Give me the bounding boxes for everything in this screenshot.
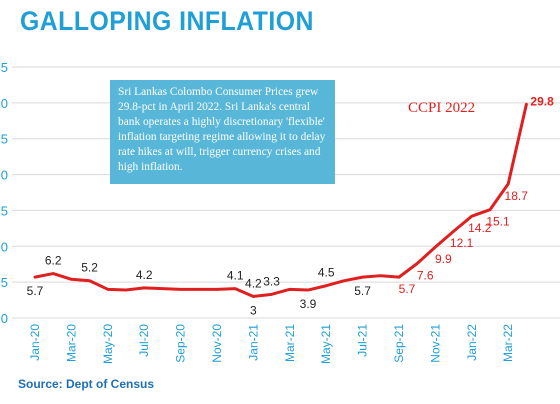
y-tick-label: 35: [0, 60, 8, 75]
page-title: GALLOPING INFLATION: [20, 6, 314, 36]
data-label: 4.2: [245, 276, 262, 290]
x-tick-label: May-20: [101, 324, 115, 364]
data-label: 5.7: [354, 284, 371, 298]
y-tick-label: 15: [0, 203, 8, 218]
data-label: 6.2: [45, 254, 62, 268]
data-label: 29.8: [530, 94, 554, 108]
x-tick-label: Mar-20: [64, 324, 78, 362]
data-label: 5.7: [399, 282, 416, 296]
y-tick-label: 10: [0, 239, 8, 254]
data-label: 3.3: [263, 274, 280, 288]
data-label: 5.7: [27, 284, 44, 298]
x-tick-label: Jan-22: [465, 324, 479, 361]
data-label: 12.1: [450, 236, 474, 250]
data-label: 5.2: [81, 261, 98, 275]
series-lines: [33, 102, 528, 298]
y-tick-label: 30: [0, 96, 8, 111]
data-label: 14.2: [468, 221, 492, 235]
y-tick-label: 5: [1, 275, 8, 290]
x-tick-label: Jan-21: [246, 324, 260, 361]
x-tick-label: Mar-21: [283, 324, 297, 362]
x-tick-label: Nov-20: [210, 324, 224, 363]
y-tick-label: 25: [0, 132, 8, 147]
y-tick-label: 0: [1, 311, 8, 326]
x-tick-label: Sep-21: [392, 324, 406, 363]
x-tick-label: May-21: [319, 324, 333, 364]
x-tick-label: Nov-21: [428, 324, 442, 363]
annotation-box: Sri Lankas Colombo Consumer Prices grew …: [110, 80, 335, 184]
x-tick-label: Jul-21: [356, 324, 370, 357]
data-label: 15.1: [486, 215, 510, 229]
data-label: 9.9: [435, 252, 452, 266]
x-tick-label: Sep-20: [174, 324, 188, 363]
series-line-early: [33, 272, 401, 298]
data-labels: 5.76.25.24.2 4.14.233.33.94.55.7 5.77.69.9…: [27, 94, 554, 317]
x-tick-label: Jan-20: [28, 324, 42, 361]
data-label: 7.6: [417, 268, 434, 282]
data-label: 3: [250, 303, 257, 317]
legend-series-name: CCPI 2022: [408, 100, 475, 116]
data-label: 4.1: [227, 269, 244, 283]
y-tick-label: 20: [0, 168, 8, 183]
data-label: 4.5: [318, 266, 335, 280]
x-axis: Jan-20 Mar-20 May-20 Jul-20 Sep-20 Nov-20 Jan-…: [28, 324, 515, 364]
x-tick-label: Mar-22: [501, 324, 515, 362]
data-label: 4.2: [136, 268, 153, 282]
source-caption: Source: Dept of Census: [18, 377, 155, 391]
data-label: 3.9: [300, 297, 317, 311]
series-line-2021-2022: [397, 102, 528, 279]
data-label: 18.7: [505, 189, 529, 203]
x-tick-label: Jul-20: [137, 324, 151, 357]
y-axis: 0 5 10 15 20 25 30 35: [0, 60, 8, 326]
